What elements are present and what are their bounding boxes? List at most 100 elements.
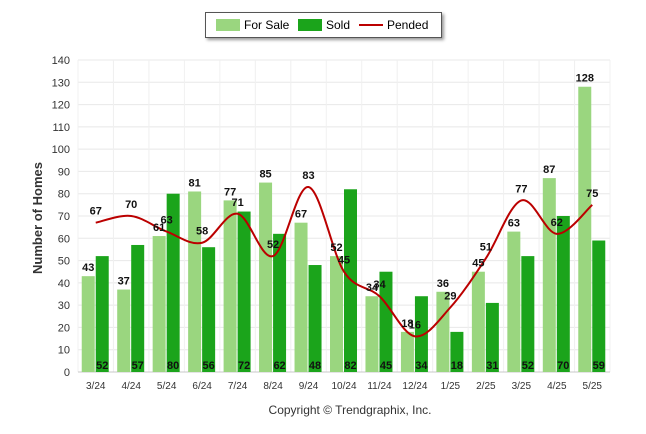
- y-axis-title: Number of Homes: [30, 162, 45, 274]
- data-label-for-sale: 81: [189, 177, 201, 189]
- bar-for-sale: [152, 236, 166, 372]
- data-label-sold: 80: [167, 360, 179, 372]
- data-label-sold: 48: [309, 360, 321, 372]
- bar-for-sale: [188, 191, 202, 372]
- bar-sold: [308, 265, 322, 372]
- y-tick-label: 100: [52, 144, 70, 156]
- legend-item-pended[interactable]: Pended: [359, 18, 428, 32]
- y-tick-label: 40: [58, 278, 70, 290]
- data-label-for-sale: 85: [259, 169, 271, 181]
- data-label-for-sale: 87: [543, 164, 555, 176]
- data-label-pended: 83: [302, 170, 314, 182]
- data-label-pended: 63: [161, 215, 173, 227]
- bar-sold: [379, 271, 393, 372]
- bar-sold: [273, 233, 287, 372]
- data-labels: 43 52 37 57 61 80 81 56 77 72 85 62 67 48 52 82 34 45 18 34…: [82, 73, 605, 372]
- data-label-sold: 59: [593, 360, 605, 372]
- bar-sold: [202, 247, 216, 372]
- x-tick-label: 9/24: [299, 381, 319, 392]
- data-label-sold: 56: [203, 360, 215, 372]
- legend-item-for-sale[interactable]: For Sale: [216, 18, 289, 32]
- y-tick-label: 20: [58, 322, 70, 334]
- legend-label-for-sale: For Sale: [244, 18, 290, 32]
- y-tick-label: 0: [64, 367, 70, 379]
- copyright: Copyright © Trendgraphix, Inc.: [268, 403, 432, 417]
- bar-sold: [131, 244, 145, 372]
- x-tick-label: 3/25: [512, 381, 532, 392]
- data-label-sold: 57: [132, 360, 144, 372]
- x-tick-label: 6/24: [192, 381, 212, 392]
- bar-for-sale: [436, 291, 450, 372]
- legend-swatch-sold: [298, 19, 322, 31]
- data-label-sold: 52: [522, 360, 534, 372]
- data-label-for-sale: 128: [576, 73, 594, 85]
- pended-line: [95, 186, 593, 338]
- data-label-sold: 70: [557, 360, 569, 372]
- data-label-pended: 70: [125, 199, 137, 211]
- y-tick-label: 30: [58, 300, 70, 312]
- data-label-for-sale: 63: [508, 218, 520, 230]
- data-label-for-sale: 43: [82, 262, 94, 274]
- data-label-sold: 34: [415, 360, 428, 372]
- pended-line-path: [95, 186, 593, 338]
- y-tick-label: 50: [58, 256, 70, 268]
- bar-for-sale: [365, 296, 379, 372]
- bar-sold: [237, 211, 251, 372]
- legend: For Sale Sold Pended: [205, 12, 442, 38]
- data-label-sold: 52: [96, 360, 108, 372]
- data-label-pended: 52: [267, 239, 279, 251]
- legend-label-pended: Pended: [387, 18, 429, 32]
- data-label-for-sale: 36: [437, 278, 449, 290]
- bar-sold: [521, 256, 535, 372]
- data-label-pended: 16: [409, 319, 421, 331]
- data-label-sold: 31: [486, 360, 498, 372]
- y-tick-label: 110: [52, 122, 70, 134]
- y-tick-label: 140: [52, 55, 70, 67]
- y-tick-label: 90: [58, 166, 70, 178]
- data-label-for-sale: 61: [153, 222, 165, 234]
- y-tick-label: 10: [58, 345, 70, 357]
- legend-item-sold[interactable]: Sold: [298, 18, 350, 32]
- y-tick-label: 130: [52, 77, 70, 89]
- bar-for-sale: [542, 178, 556, 372]
- bar-for-sale: [330, 256, 343, 372]
- x-tick-label: 11/24: [367, 381, 392, 392]
- data-label-for-sale: 67: [295, 209, 307, 221]
- data-label-for-sale: 52: [330, 242, 342, 254]
- y-tick-label: 80: [58, 189, 70, 201]
- data-label-pended: 71: [231, 197, 243, 209]
- data-label-pended: 29: [444, 290, 456, 302]
- x-tick-label: 3/24: [86, 381, 106, 392]
- x-tick-label: 8/24: [263, 381, 283, 392]
- bar-sold: [485, 302, 499, 372]
- bar-for-sale: [223, 200, 237, 372]
- bar-for-sale: [81, 276, 95, 372]
- y-tick-label: 120: [52, 100, 70, 112]
- bar-sold: [556, 216, 570, 372]
- data-label-pended: 51: [480, 241, 492, 253]
- data-label-pended: 77: [515, 183, 527, 195]
- x-tick-label: 7/24: [228, 381, 248, 392]
- data-label-for-sale: 45: [472, 258, 484, 270]
- data-label-sold: 62: [273, 360, 285, 372]
- data-label-pended: 62: [551, 217, 563, 229]
- data-label-pended: 67: [90, 206, 102, 218]
- data-label-pended: 58: [196, 226, 208, 238]
- data-label-sold: 82: [344, 360, 356, 372]
- legend-swatch-for-sale: [216, 19, 240, 31]
- data-label-for-sale: 34: [366, 282, 379, 294]
- bar-for-sale: [471, 271, 485, 372]
- bar-sold: [592, 240, 606, 372]
- data-label-pended: 34: [373, 279, 386, 291]
- bar-for-sale: [294, 222, 308, 372]
- bar-sold: [95, 256, 109, 372]
- y-tick-label: 60: [58, 233, 70, 245]
- x-tick-label: 4/24: [121, 381, 141, 392]
- x-tick-label: 2/25: [476, 381, 496, 392]
- axes: 0 10 20 30 40 50 60 70 80 90 100 110 120 130 140 3/24 4/…: [52, 55, 610, 392]
- bar-for-sale: [117, 289, 131, 372]
- bar-sold: [166, 193, 180, 372]
- x-tick-label: 10/24: [331, 381, 356, 392]
- data-label-pended: 75: [586, 188, 598, 200]
